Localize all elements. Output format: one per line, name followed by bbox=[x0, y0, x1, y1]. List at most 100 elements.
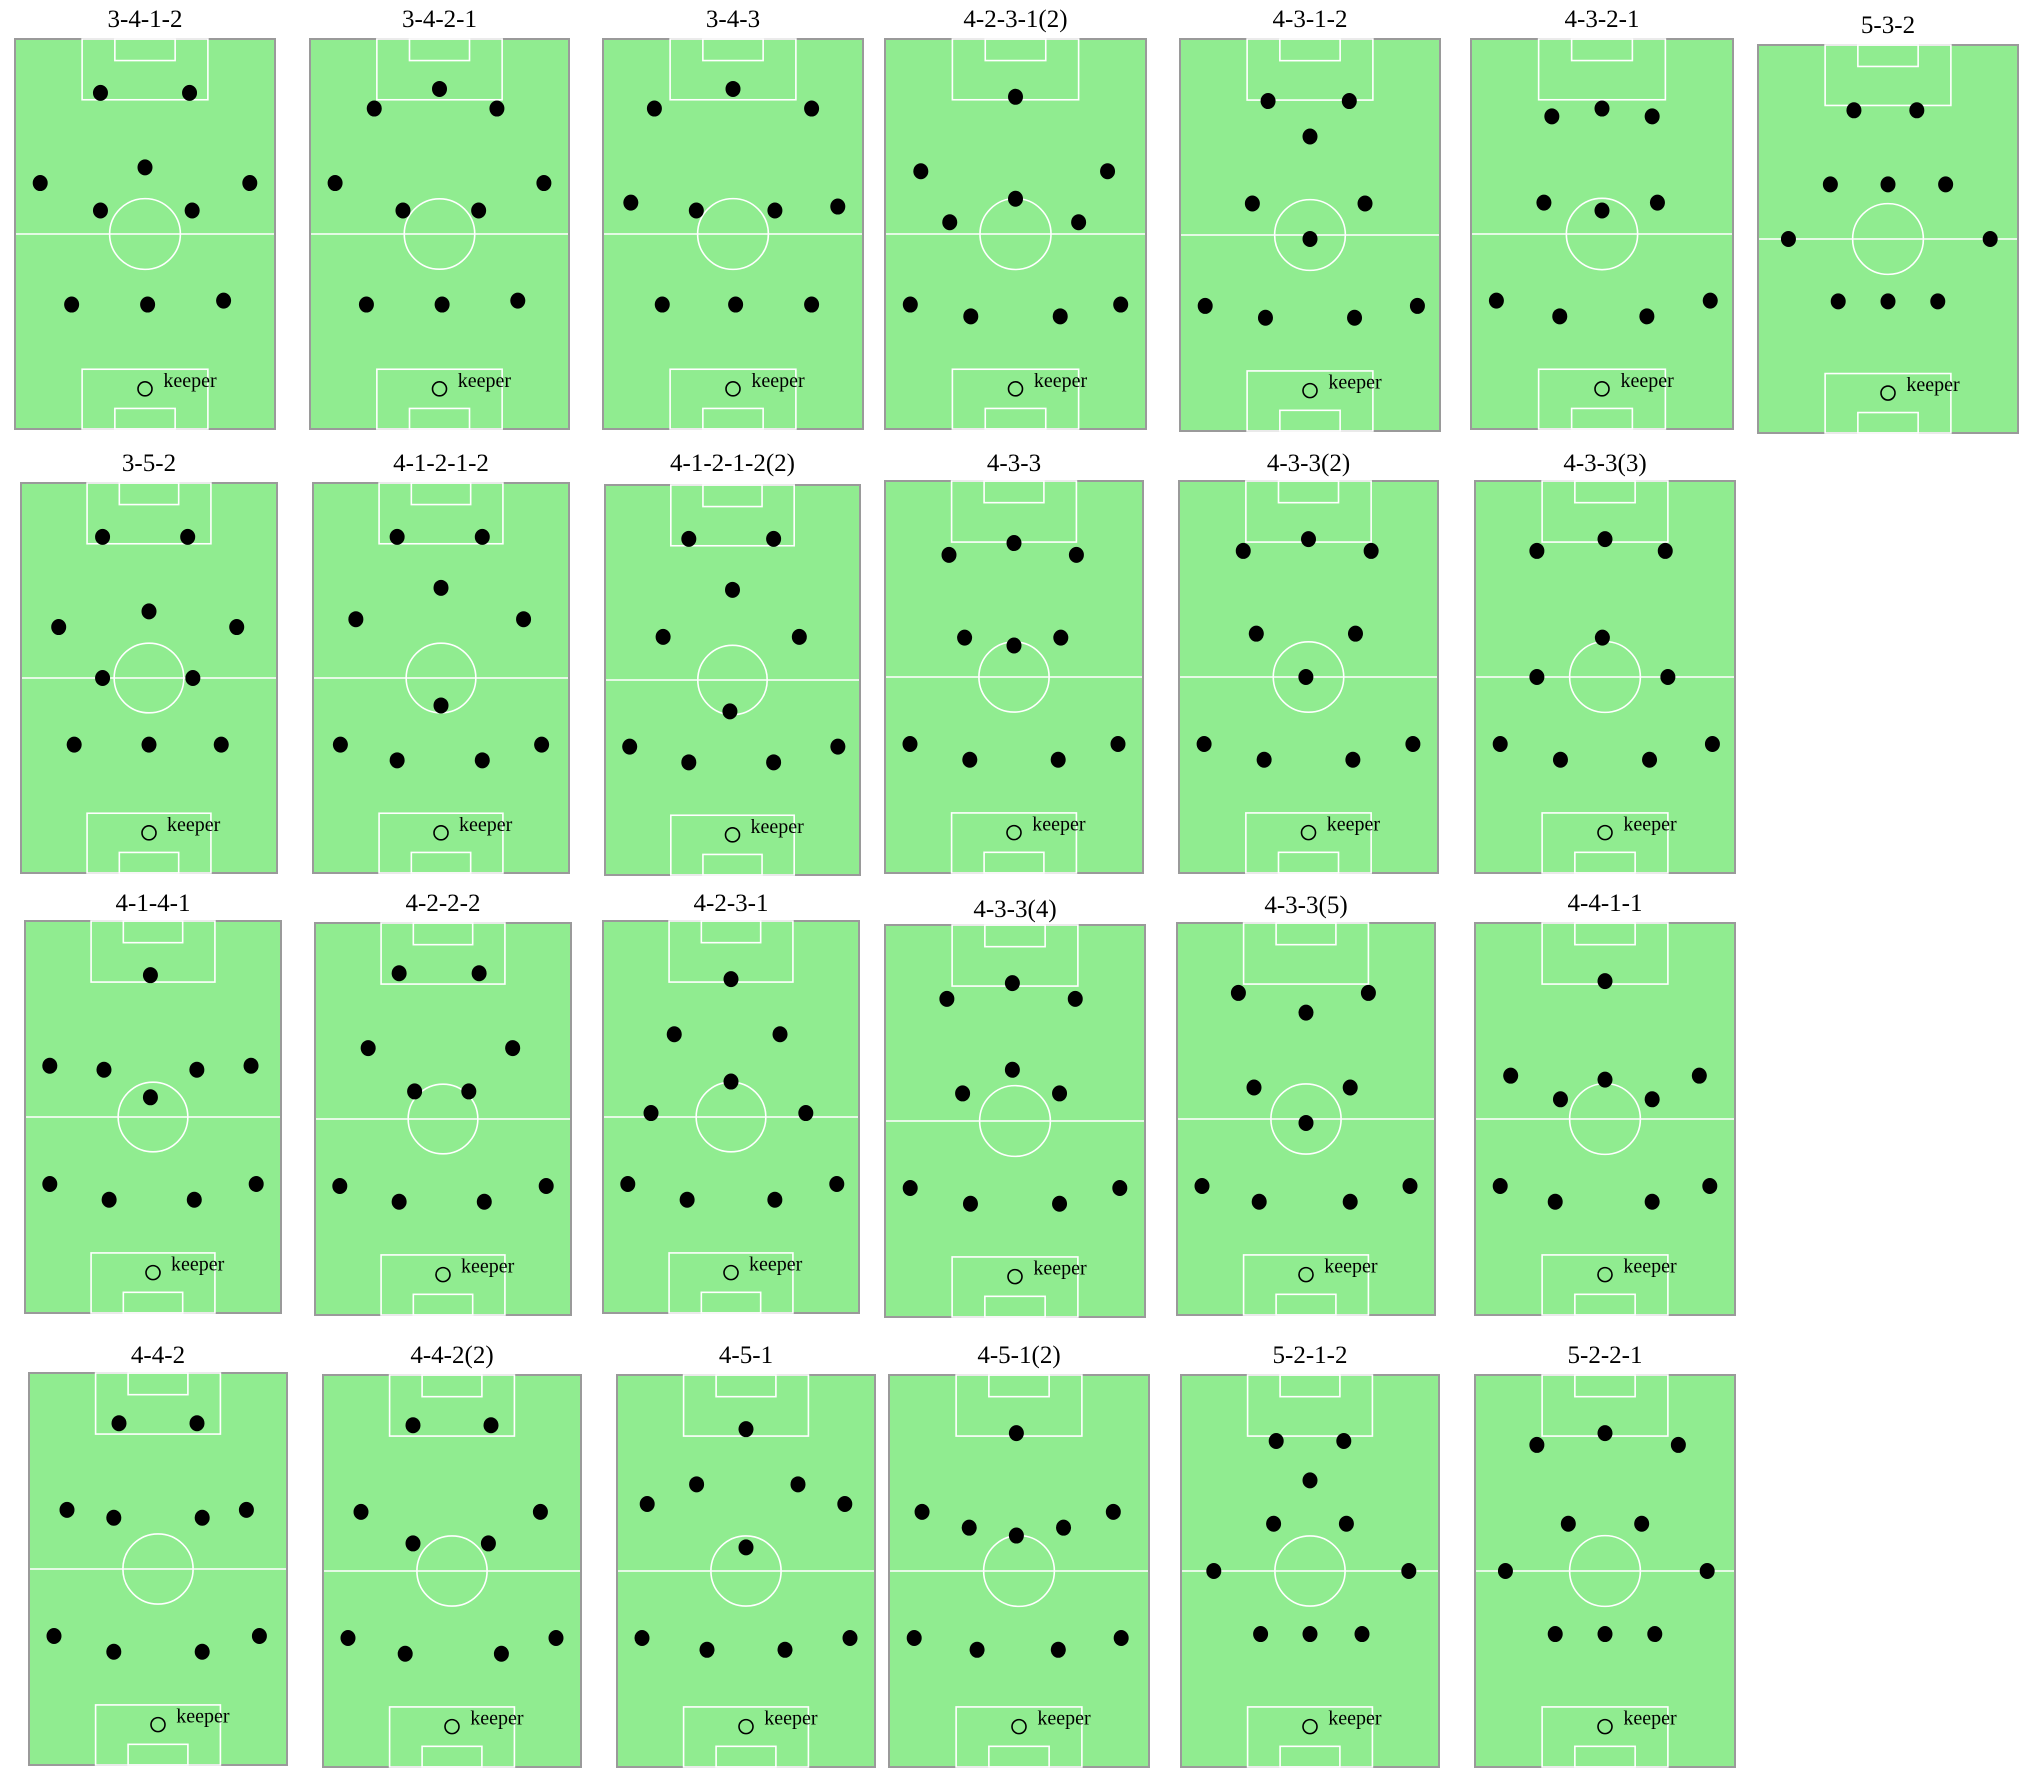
keeper-label: keeper bbox=[764, 1708, 818, 1730]
pitch: keeper bbox=[884, 480, 1144, 874]
player-dot bbox=[238, 1501, 254, 1518]
player-dot bbox=[1071, 214, 1087, 231]
player-dot bbox=[1909, 102, 1925, 119]
player-dot bbox=[654, 296, 670, 313]
formation-card: 3-4-3 keeper bbox=[602, 6, 864, 430]
pitch: keeper bbox=[312, 482, 570, 874]
keeper-marker bbox=[1597, 1718, 1613, 1735]
formation-card: 4-2-2-2 keeper bbox=[314, 890, 572, 1316]
formation-card: 4-1-2-1-2 keeper bbox=[312, 450, 570, 874]
player-dot bbox=[182, 84, 198, 101]
formation-card: 5-3-2 keeper bbox=[1757, 12, 2019, 434]
player-dot bbox=[722, 703, 738, 720]
formation-card: 4-1-4-1 keeper bbox=[24, 890, 282, 1314]
player-dot bbox=[66, 736, 82, 753]
formation-title: 5-2-2-1 bbox=[1567, 1342, 1643, 1369]
player-dot bbox=[433, 579, 449, 596]
player-dot bbox=[1644, 1091, 1660, 1108]
player-dot bbox=[1544, 108, 1560, 125]
keeper-label: keeper bbox=[749, 1254, 803, 1276]
center-circle bbox=[1274, 1535, 1346, 1607]
player-dot bbox=[397, 1645, 413, 1662]
center-circle bbox=[696, 197, 770, 271]
player-dot bbox=[180, 528, 196, 545]
formation-title: 4-3-3(5) bbox=[1264, 892, 1348, 919]
formation-title: 4-1-2-1-2 bbox=[393, 450, 489, 477]
keeper-label: keeper bbox=[1328, 372, 1382, 394]
player-dot bbox=[213, 736, 229, 753]
player-dot bbox=[64, 296, 80, 313]
player-dot bbox=[1488, 292, 1504, 309]
player-dot bbox=[1336, 1432, 1352, 1449]
player-dot bbox=[842, 1629, 858, 1646]
formation-card: 4-3-3(2) keeper bbox=[1178, 450, 1439, 874]
top-goal-box bbox=[984, 38, 1047, 62]
player-dot bbox=[1409, 297, 1425, 314]
player-dot bbox=[536, 175, 552, 192]
player-dot bbox=[906, 1629, 922, 1646]
player-dot bbox=[251, 1627, 267, 1644]
player-dot bbox=[1067, 990, 1083, 1007]
bottom-goal-box bbox=[127, 1743, 189, 1766]
player-dot bbox=[1536, 194, 1552, 211]
player-dot bbox=[1702, 1177, 1718, 1194]
player-dot bbox=[1008, 190, 1023, 207]
keeper-marker bbox=[137, 381, 153, 397]
player-dot bbox=[461, 1083, 477, 1100]
formation-card: 3-4-1-2 keeper bbox=[14, 6, 276, 430]
player-dot bbox=[1880, 293, 1896, 310]
player-dot bbox=[532, 1503, 548, 1520]
player-dot bbox=[942, 214, 958, 231]
player-dot bbox=[1053, 629, 1069, 646]
player-dot bbox=[902, 735, 918, 752]
player-dot bbox=[1597, 1071, 1613, 1088]
bottom-goal-box bbox=[408, 407, 471, 430]
center-circle bbox=[416, 1535, 488, 1607]
player-dot bbox=[1347, 625, 1363, 642]
player-dot bbox=[830, 738, 846, 755]
center-circle bbox=[117, 1081, 189, 1153]
keeper-label: keeper bbox=[461, 1256, 515, 1278]
player-dot bbox=[505, 1040, 521, 1057]
pitch: keeper bbox=[1178, 480, 1439, 874]
keeper-label: keeper bbox=[1623, 814, 1677, 836]
keeper-label: keeper bbox=[1906, 374, 1960, 396]
bottom-goal-box bbox=[1570, 407, 1634, 430]
formation-title: 4-3-3 bbox=[986, 450, 1042, 477]
player-dot bbox=[829, 1175, 845, 1192]
player-dot bbox=[955, 1085, 971, 1102]
pitch: keeper bbox=[20, 482, 278, 874]
formation-title: 4-5-1(2) bbox=[977, 1342, 1061, 1369]
player-dot bbox=[1529, 669, 1545, 685]
pitch: keeper bbox=[1474, 922, 1736, 1316]
keeper-marker bbox=[145, 1264, 161, 1281]
player-dot bbox=[1113, 296, 1129, 313]
player-dot bbox=[242, 175, 258, 192]
formation-title: 3-4-3 bbox=[705, 6, 761, 33]
pitch: keeper bbox=[1179, 38, 1441, 432]
pitch: keeper bbox=[24, 920, 282, 1314]
player-dot bbox=[1298, 669, 1314, 685]
player-dot bbox=[1639, 308, 1655, 325]
formation-card: 4-3-1-2 keeper bbox=[1179, 6, 1441, 432]
player-dot bbox=[1660, 669, 1676, 685]
player-dot bbox=[646, 100, 662, 117]
player-dot bbox=[689, 1476, 705, 1493]
formation-card: 4-1-2-1-2(2) keeper bbox=[604, 450, 861, 876]
player-dot bbox=[137, 159, 153, 176]
bottom-goal-box bbox=[702, 407, 764, 430]
keeper-label: keeper bbox=[750, 816, 804, 838]
player-dot bbox=[766, 754, 782, 771]
player-dot bbox=[1497, 1563, 1513, 1579]
player-dot bbox=[728, 296, 744, 313]
player-dot bbox=[1206, 1563, 1222, 1579]
pitch: keeper bbox=[28, 1372, 288, 1766]
player-dot bbox=[791, 628, 807, 645]
top-goal-box bbox=[421, 1374, 483, 1398]
keeper-marker bbox=[738, 1718, 754, 1735]
player-dot bbox=[1360, 984, 1376, 1001]
player-dot bbox=[1008, 1527, 1024, 1544]
player-dot bbox=[46, 1627, 62, 1644]
formation-card: 4-5-1 keeper bbox=[616, 1342, 876, 1768]
player-dot bbox=[1830, 293, 1846, 310]
